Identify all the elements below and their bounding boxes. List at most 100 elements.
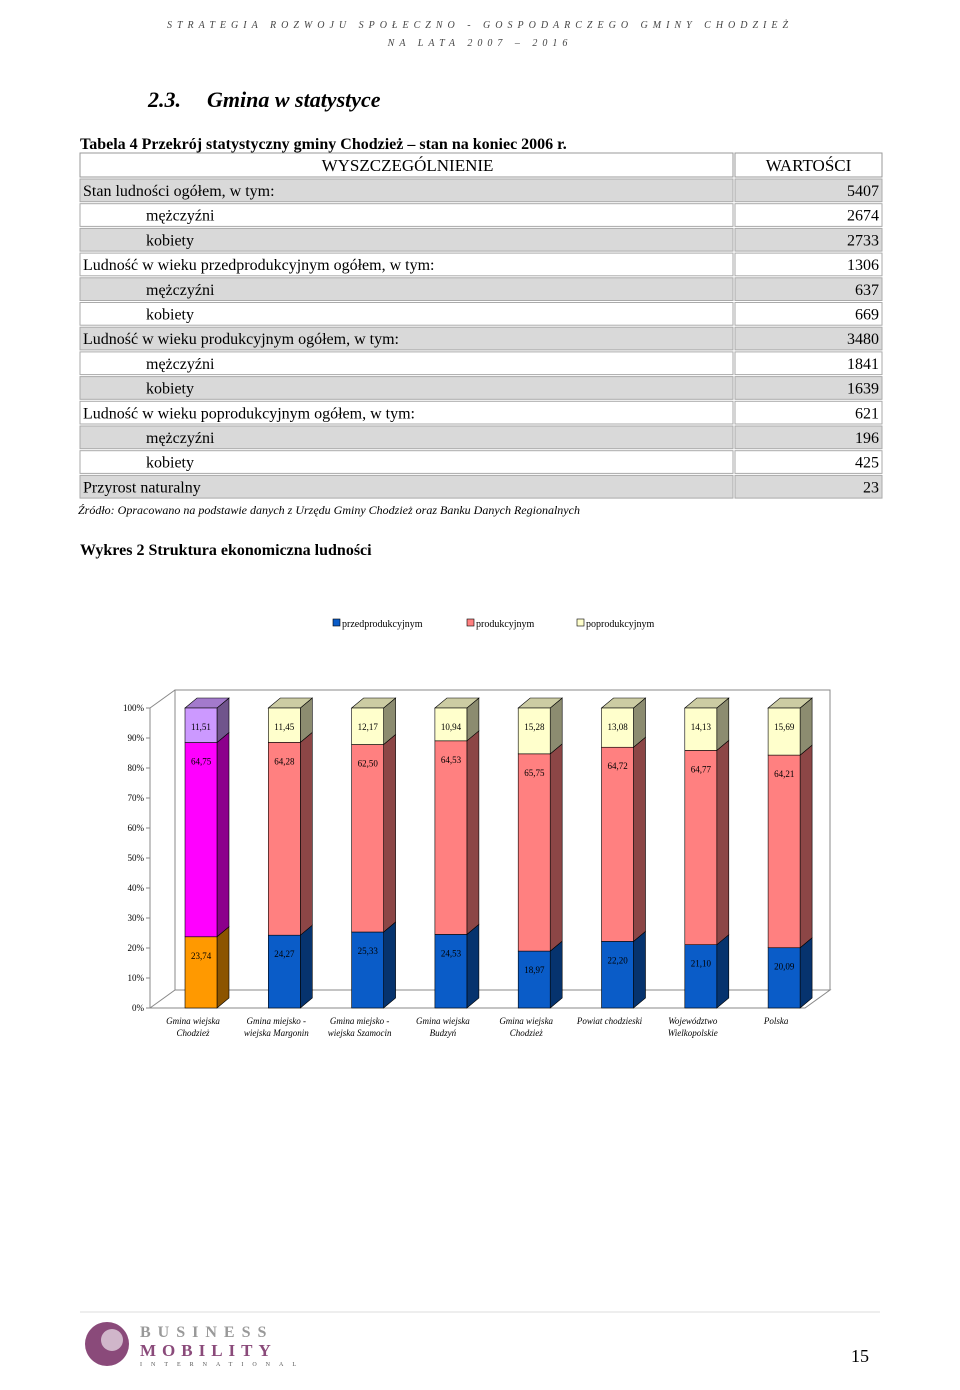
table-cell <box>79 425 734 450</box>
bar-segment <box>767 707 801 756</box>
table-cell <box>79 326 734 351</box>
value-label: 11,45 <box>274 722 294 732</box>
value-label: 15,28 <box>524 722 545 732</box>
y-tick-label: 60% <box>128 823 145 833</box>
y-tick-label: 90% <box>128 733 145 743</box>
section-number: 2.3. <box>147 87 181 112</box>
table-cell <box>79 376 734 400</box>
table-value: 23 <box>863 479 879 496</box>
bar-side <box>633 736 646 943</box>
floor <box>148 989 832 1009</box>
bar-segment <box>267 934 301 1009</box>
value-label: 13,08 <box>608 722 629 732</box>
value-label: 14,13 <box>691 722 712 732</box>
bar-segment <box>767 947 801 1009</box>
table-cell <box>734 277 883 301</box>
table-cell <box>79 474 734 499</box>
table-value: 2674 <box>847 208 879 225</box>
header-line1: STRATEGIA ROZWOJU SPOŁECZNO - GOSPODARCZ… <box>167 19 793 31</box>
table-caption: Tabela 4 Przekrój statystyczny gminy Cho… <box>80 136 567 153</box>
value-label: 64,28 <box>274 756 295 766</box>
table-label: mężczyźni <box>146 282 215 299</box>
bar-segment <box>767 754 801 949</box>
table-value: 669 <box>855 307 879 324</box>
x-tick-label: Budzyń <box>430 1028 457 1038</box>
bar-segment <box>684 944 718 1009</box>
bar-segment <box>351 931 384 1009</box>
table-value: 1639 <box>847 381 879 398</box>
table-value: 1841 <box>847 356 879 373</box>
bar-side <box>466 730 480 936</box>
table-source: Źródło: Opracowano na podstawie danych z… <box>78 503 580 517</box>
bar-segment <box>517 707 551 755</box>
table-label: kobiety <box>146 307 194 324</box>
value-label: 24,53 <box>441 948 462 958</box>
y-tick-label: 50% <box>128 853 145 863</box>
bar-segment <box>517 753 551 952</box>
value-label: 15,69 <box>774 722 795 732</box>
table-label: mężczyźni <box>146 356 215 373</box>
value-label: 64,77 <box>691 764 712 774</box>
table-cell <box>734 203 883 227</box>
bar-side <box>799 744 813 949</box>
table-cell <box>734 178 883 203</box>
table-value: 637 <box>855 282 879 299</box>
logo-text: INTERNATIONAL <box>140 1362 305 1368</box>
bar-segment <box>601 941 634 1009</box>
table-label: kobiety <box>146 232 194 249</box>
table-label: Ludność w wieku przedprodukcyjnym ogółem… <box>83 257 435 274</box>
value-label: 21,10 <box>691 959 712 969</box>
table-label: kobiety <box>146 381 194 398</box>
bar-segment <box>267 742 301 936</box>
table-value: 621 <box>855 405 879 422</box>
table-header-cell <box>79 152 734 178</box>
page-number: 15 <box>851 1346 869 1366</box>
x-tick-label: Gmina miejsko - <box>330 1016 390 1026</box>
legend-label: produkcyjnym <box>476 619 535 630</box>
bar-side <box>716 934 730 1009</box>
table-header: WARTOŚCI <box>766 156 852 175</box>
table-cell <box>79 400 734 425</box>
x-tick-label: Wielkopolskie <box>668 1028 718 1038</box>
bar-segment <box>434 740 468 935</box>
bar-segment <box>184 707 218 743</box>
table-header-cell <box>734 152 883 178</box>
table-value: 196 <box>855 430 879 447</box>
value-label: 64,53 <box>441 755 462 765</box>
value-label: 64,21 <box>774 769 794 779</box>
y-tick-label: 80% <box>128 763 145 773</box>
x-tick-label: wiejska Margonin <box>244 1028 309 1038</box>
table-label: Ludność w wieku produkcyjnym ogółem, w t… <box>83 331 399 348</box>
y-tick-label: 100% <box>123 703 145 713</box>
legend-label: poprodukcyjnym <box>586 619 655 630</box>
bar-side <box>383 733 396 933</box>
table-cell <box>734 227 883 252</box>
bar-side <box>633 930 646 1009</box>
bar-segment <box>684 707 718 751</box>
section-title: Gmina w statystyce <box>207 87 381 112</box>
bar-segment <box>684 750 718 946</box>
table-header: WYSZCZEGÓLNIENIE <box>322 156 494 175</box>
bar-segment <box>601 746 634 942</box>
y-tick-label: 0% <box>132 1003 145 1013</box>
table-cell <box>734 302 883 326</box>
value-label: 22,20 <box>608 955 629 965</box>
x-tick-label: wiejska Szamocin <box>328 1028 392 1038</box>
table-cell <box>734 252 883 277</box>
bar-side <box>549 743 563 952</box>
x-tick-label: Województwo <box>668 1016 718 1026</box>
legend-swatch <box>466 618 475 627</box>
logo-text: BUSINESS <box>140 1324 273 1341</box>
x-tick-label: Chodzież <box>176 1028 210 1038</box>
table-label: mężczyźni <box>146 430 215 447</box>
table-label: kobiety <box>146 455 194 472</box>
legend-label: przedprodukcyjnym <box>342 619 423 630</box>
value-label: 18,97 <box>524 965 545 975</box>
y-tick-label: 70% <box>128 793 145 803</box>
x-tick-label: Chodzież <box>510 1028 544 1038</box>
bar-segment <box>184 936 218 1009</box>
y-tick-label: 30% <box>128 913 145 923</box>
table-label: Przyrost naturalny <box>83 479 201 496</box>
